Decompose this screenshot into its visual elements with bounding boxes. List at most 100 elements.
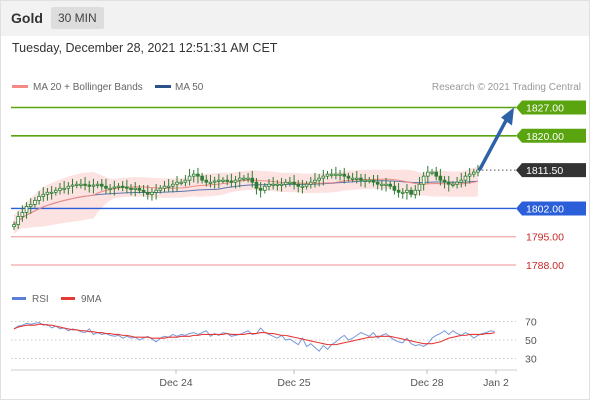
candle [334,166,338,180]
candle [463,171,468,187]
price-levels [11,106,516,266]
candle [212,176,217,189]
candle [20,205,25,222]
candle [95,181,100,189]
candle [87,180,92,193]
candle [208,174,213,188]
candle [359,173,363,187]
candle [438,168,443,186]
candle [83,176,87,191]
rsi-tick-label: 50 [525,335,537,347]
candle [125,179,129,194]
ma20-line [13,178,479,225]
candle [33,197,37,208]
candle [129,184,133,196]
candle [430,168,434,176]
candle [158,185,163,194]
candle [455,176,459,189]
candle [237,171,242,188]
ma50-legend-swatch [155,85,171,88]
candle [459,172,464,188]
candle [175,175,179,192]
candle [229,173,234,188]
candle [162,181,167,193]
candle [451,181,455,188]
candle [329,168,334,179]
arrow-shaft [478,118,508,171]
level-label: 1820.00 [526,131,564,143]
candle [325,170,330,180]
candle [467,167,472,184]
candle [179,178,184,186]
candle [221,176,225,184]
candle [279,177,284,192]
candle [150,188,154,201]
level-tag [516,128,586,143]
datetime-label: Tuesday, December 28, 2021 12:51:31 AM C… [12,41,278,55]
candle [254,177,259,195]
candle [233,175,238,189]
candle [396,183,401,198]
candle [313,172,317,188]
x-tick-label: Dec 24 [159,377,192,389]
level-labels: 1827.00 1820.00 1811.50 1802.00 1795.00 1788.… [516,100,586,272]
candle [263,183,267,194]
candle [145,185,150,200]
candle [99,178,104,191]
rsi-grid: 70 50 30 [11,317,537,366]
candle [16,211,20,229]
candle [371,174,376,187]
candle [183,174,188,187]
candle [354,170,359,184]
level-tag [516,163,586,178]
candle [267,178,271,191]
candle [434,166,438,181]
candle [196,167,200,184]
candle [171,179,175,193]
candle [250,170,255,188]
level-label: 1811.50 [526,165,563,177]
level-label: 1795.00 [526,232,564,244]
candle [37,191,41,205]
ma50-legend-label: MA 50 [175,82,204,93]
candle [217,173,221,189]
candle [283,178,288,188]
candle [350,172,355,183]
candle [304,181,309,190]
timeframe-button[interactable]: 30 MIN [51,7,104,29]
level-label: 1802.00 [526,203,564,215]
rsi-ma-legend-swatch [61,297,75,300]
candle [24,202,29,219]
candles [12,164,480,230]
candle [300,179,305,194]
candle [225,174,229,186]
candle [120,181,125,192]
candle [154,184,158,200]
candle [384,177,388,192]
candle [66,182,71,195]
level-label: 1788.00 [526,260,564,272]
candle [133,182,138,197]
ma20-legend-label: MA 20 + Bollinger Bands [33,82,143,93]
candle [296,179,301,193]
candle [375,174,380,190]
candle [187,168,192,186]
instrument-title: Gold [11,10,43,26]
candle [292,174,296,190]
candle [288,176,292,187]
candle [392,181,397,195]
candle [275,179,280,191]
candle [409,187,413,198]
candle [112,180,117,196]
candle [204,174,209,187]
candle [413,185,418,199]
candle [12,221,16,230]
candle [108,184,112,195]
rsi-legend-label: RSI [32,294,49,305]
candle [271,176,275,190]
arrow-head [501,107,514,126]
candle [74,181,79,189]
candle [54,187,58,196]
candle [476,164,480,177]
